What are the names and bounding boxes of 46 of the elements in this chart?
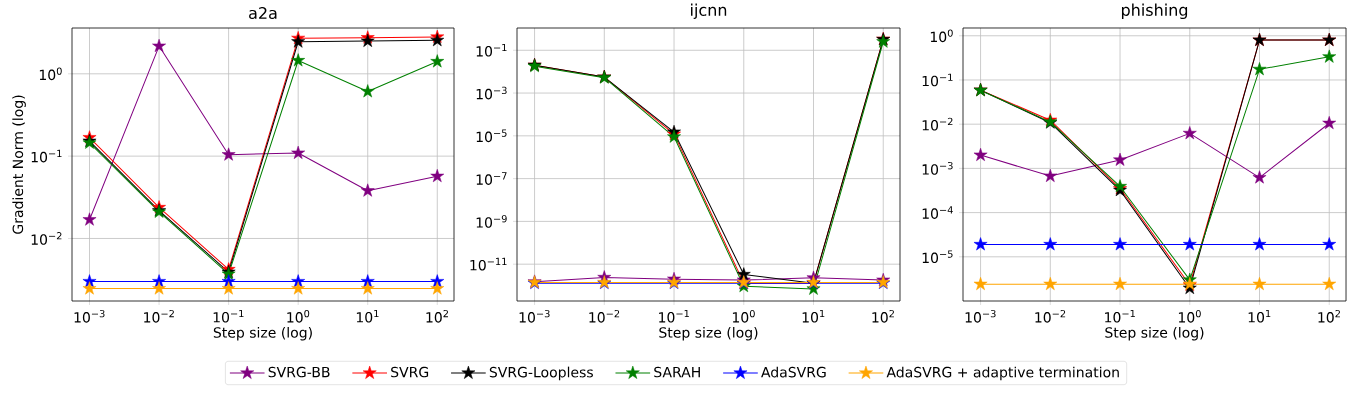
y-tick-label: 10$^{−9}$ bbox=[476, 215, 507, 228]
legend-label: SVRG bbox=[391, 366, 429, 378]
legend-label: AdaSVRG + adaptive termination bbox=[886, 366, 1119, 381]
y-tick-label: 10$^{−2}$ bbox=[922, 117, 953, 131]
x-tick-label: 10$^{1}$ bbox=[1248, 309, 1271, 323]
y-tick-label: 10$^{−7}$ bbox=[476, 172, 507, 185]
x-tick-label: 10$^{0}$ bbox=[732, 309, 755, 323]
legend-label: SARAH bbox=[654, 366, 700, 378]
x-axis-title: Step size (log) bbox=[659, 326, 758, 341]
y-tick-label: 10$^{−1}$ bbox=[31, 149, 62, 163]
x-tick-label: 10$^{−3}$ bbox=[965, 309, 996, 323]
y-tick-label: 10$^{−2}$ bbox=[31, 232, 62, 245]
y-tick-label: 10$^{−3}$ bbox=[922, 162, 953, 175]
y-tick-label: 10$^{−11}$ bbox=[470, 257, 507, 271]
chart-title: a2a bbox=[249, 6, 277, 20]
x-tick-label: 10$^{2}$ bbox=[1318, 309, 1340, 323]
x-tick-label: 10$^{1}$ bbox=[802, 309, 825, 323]
x-tick-label: 10$^{−2}$ bbox=[144, 309, 174, 323]
y-tick-label: 10$^{0}$ bbox=[930, 29, 953, 43]
y-axis-title: Gradient Norm (log) bbox=[12, 95, 26, 234]
x-tick-label: 10$^{1}$ bbox=[356, 309, 379, 323]
x-tick-label: 10$^{−3}$ bbox=[519, 309, 550, 323]
y-tick-label: 10$^{−4}$ bbox=[922, 206, 953, 219]
x-tick-label: 10$^{0}$ bbox=[287, 309, 310, 323]
legend-label: SVRG-BB bbox=[268, 366, 330, 378]
x-tick-label: 10$^{−1}$ bbox=[1105, 309, 1135, 323]
x-tick-label: 10$^{−2}$ bbox=[1035, 309, 1066, 323]
x-tick-label: 10$^{2}$ bbox=[426, 309, 448, 323]
y-tick-label: 10$^{0}$ bbox=[39, 67, 62, 81]
y-tick-label: 10$^{−3}$ bbox=[476, 86, 507, 100]
x-tick-label: 10$^{−1}$ bbox=[213, 309, 244, 323]
legend-label: AdaSVRG bbox=[761, 366, 826, 378]
x-tick-label: 10$^{−3}$ bbox=[74, 309, 105, 323]
legend-label: SVRG-Loopless bbox=[489, 366, 593, 381]
y-tick-label: 10$^{−5}$ bbox=[922, 250, 953, 264]
x-axis-title: Step size (log) bbox=[213, 326, 312, 341]
x-tick-label: 10$^{−1}$ bbox=[659, 309, 689, 323]
chart-title: phishing bbox=[1121, 3, 1188, 20]
x-tick-label: 10$^{−2}$ bbox=[589, 309, 620, 323]
x-axis-title: Step size (log) bbox=[1105, 326, 1204, 341]
x-tick-label: 10$^{0}$ bbox=[1178, 309, 1201, 323]
y-tick-label: 10$^{−1}$ bbox=[922, 73, 953, 87]
y-tick-label: 10$^{−5}$ bbox=[476, 129, 507, 143]
y-tick-label: 10$^{−1}$ bbox=[476, 43, 507, 57]
chart-title: ijcnn bbox=[691, 3, 727, 20]
x-tick-label: 10$^{2}$ bbox=[872, 309, 894, 323]
